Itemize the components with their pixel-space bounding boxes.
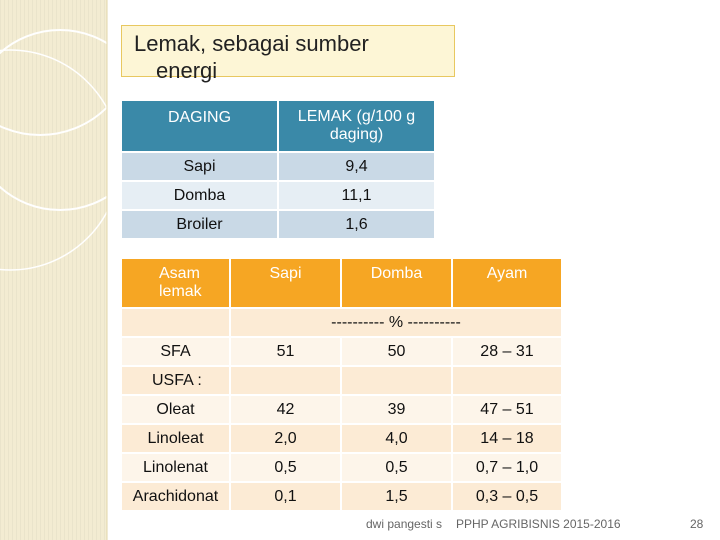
row-domba: 0,5 [342, 454, 451, 481]
cell-meat: Domba [122, 182, 277, 209]
header-domba: Domba [342, 259, 451, 307]
footer-course: PPHP AGRIBISNIS 2015-2016 [456, 517, 621, 531]
sfa-domba: 50 [342, 338, 451, 365]
header-ayam: Ayam [453, 259, 561, 307]
usfa-label: USFA : [122, 367, 229, 394]
sfa-sapi: 51 [231, 338, 340, 365]
left-decorative-band [0, 0, 107, 540]
unit-row-label [122, 309, 229, 336]
meat-fat-table: DAGING LEMAK (g/100 g daging) Sapi 9,4 D… [120, 99, 436, 240]
row-sapi: 2,0 [231, 425, 340, 452]
cell-meat: Sapi [122, 153, 277, 180]
usfa-domba-empty [342, 367, 451, 394]
row-ayam: 0,7 – 1,0 [453, 454, 561, 481]
sfa-ayam: 28 – 31 [453, 338, 561, 365]
row-label: Linoleat [122, 425, 229, 452]
row-sapi: 42 [231, 396, 340, 423]
header-lemak: LEMAK (g/100 g daging) [279, 101, 434, 151]
row-label: Linolenat [122, 454, 229, 481]
header-asam-lemak: Asam lemak [122, 259, 229, 307]
row-sapi: 0,5 [231, 454, 340, 481]
usfa-ayam-empty [453, 367, 561, 394]
usfa-sapi-empty [231, 367, 340, 394]
sfa-label: SFA [122, 338, 229, 365]
row-label: Arachidonat [122, 483, 229, 510]
row-ayam: 47 – 51 [453, 396, 561, 423]
row-sapi: 0,1 [231, 483, 340, 510]
title-box: Lemak, sebagai sumber energi [121, 25, 455, 83]
title-line-1: Lemak, sebagai sumber [134, 31, 369, 56]
row-ayam: 0,3 – 0,5 [453, 483, 561, 510]
row-domba: 1,5 [342, 483, 451, 510]
unit-row: ---------- % ---------- [231, 309, 561, 336]
row-ayam: 14 – 18 [453, 425, 561, 452]
cell-meat: Broiler [122, 211, 277, 238]
title-line-2: energi [156, 58, 218, 83]
cell-fat: 11,1 [279, 182, 434, 209]
header-sapi: Sapi [231, 259, 340, 307]
cell-fat: 1,6 [279, 211, 434, 238]
row-domba: 4,0 [342, 425, 451, 452]
slide-title: Lemak, sebagai sumber energi [134, 30, 434, 84]
page-number: 28 [690, 517, 704, 531]
footer-author: dwi pangesti s [366, 517, 443, 531]
header-daging: DAGING [122, 101, 277, 151]
row-label: Oleat [122, 396, 229, 423]
fatty-acid-table: Asam lemak Sapi Domba Ayam ---------- % … [120, 257, 563, 512]
row-domba: 39 [342, 396, 451, 423]
cell-fat: 9,4 [279, 153, 434, 180]
